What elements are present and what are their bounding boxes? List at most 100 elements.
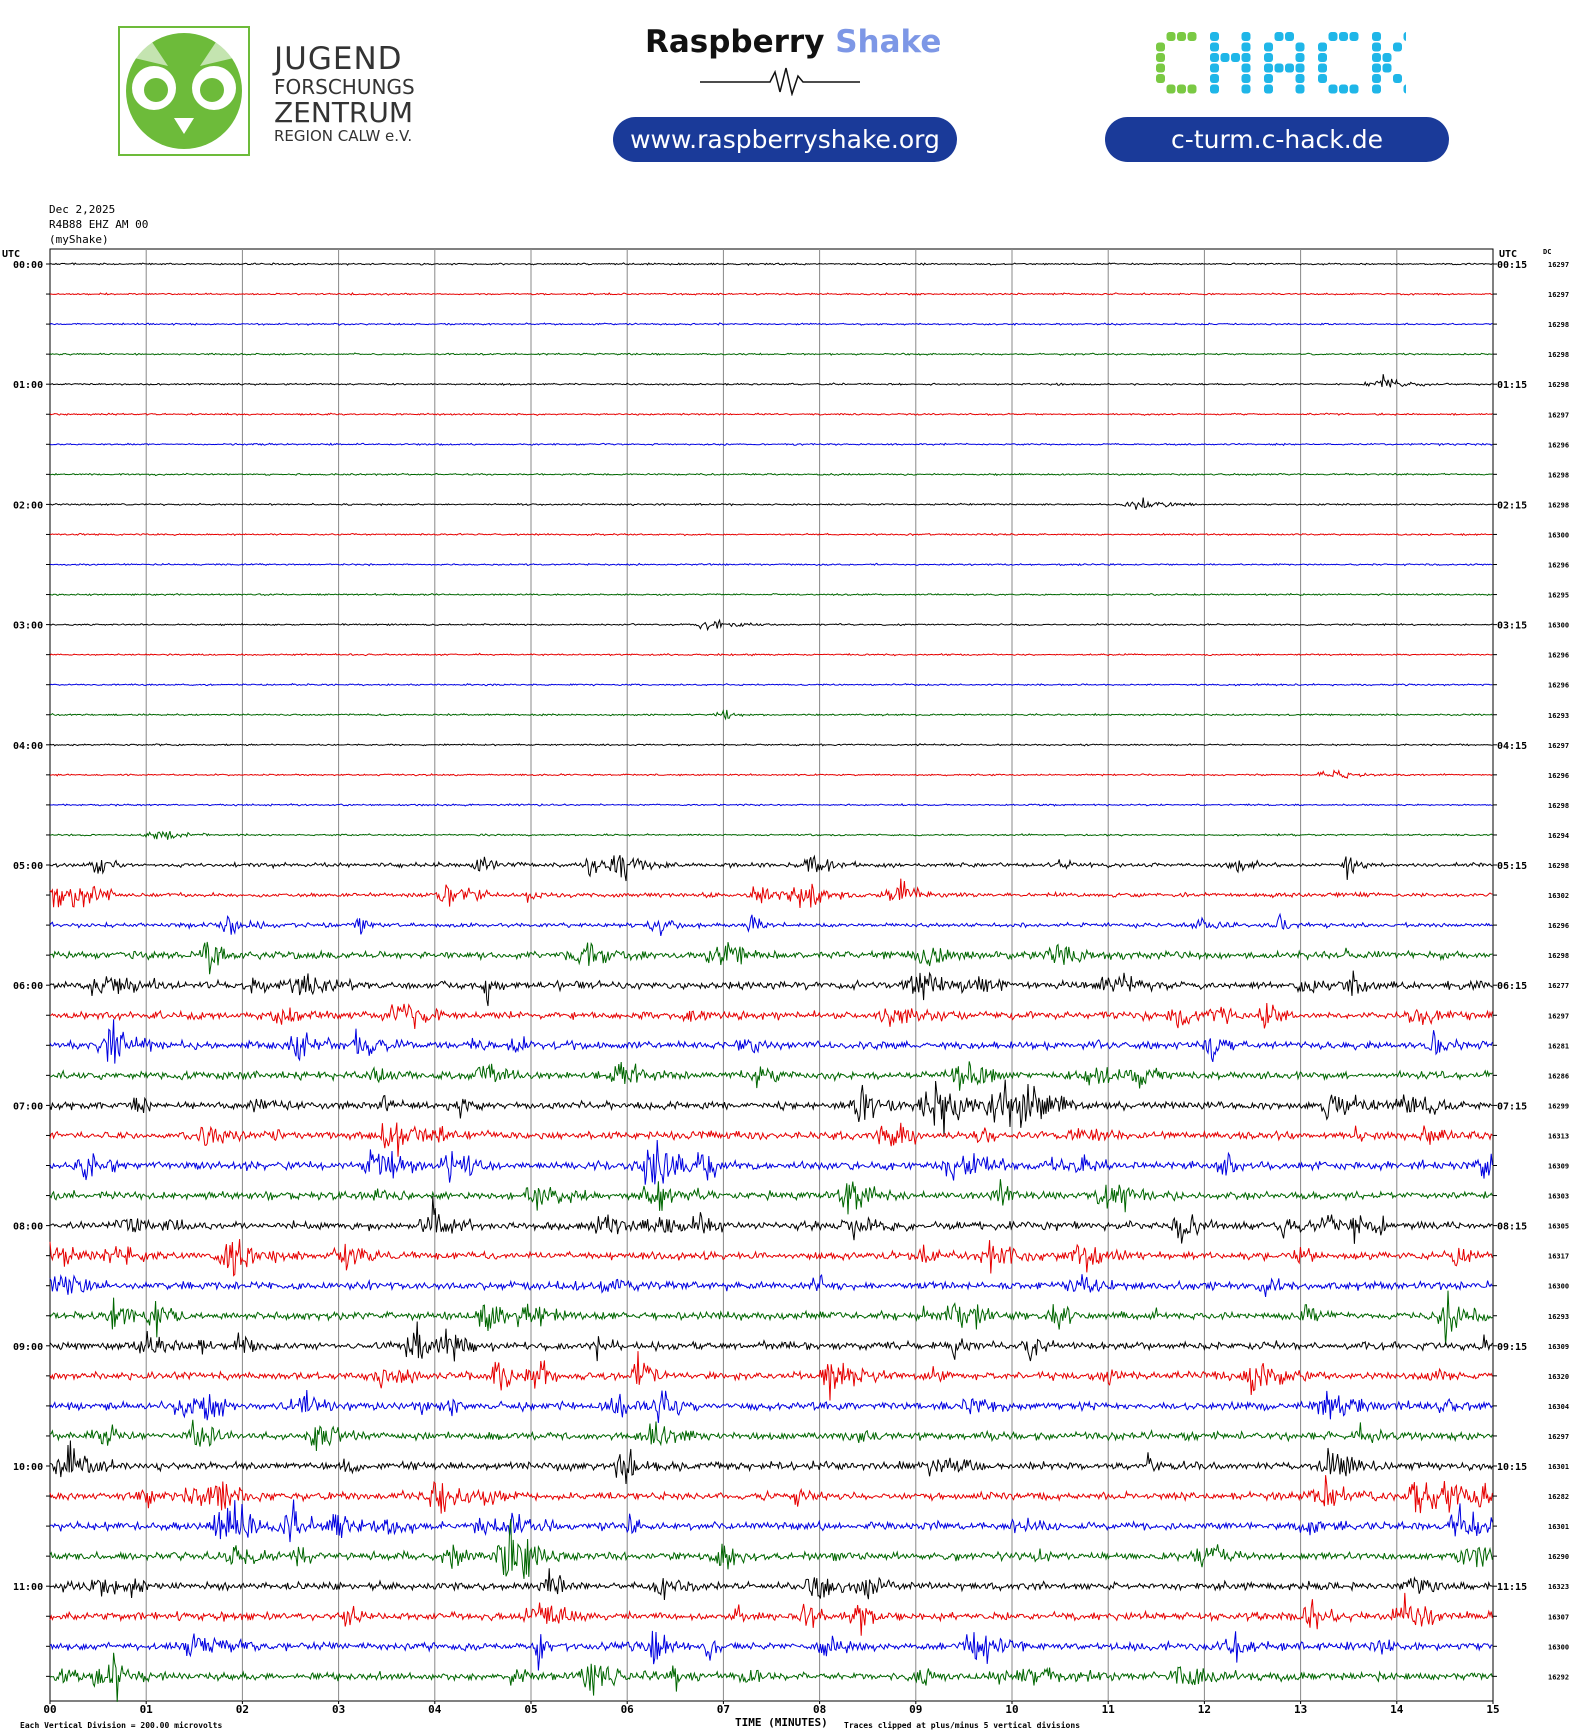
chack-logo-dot	[1166, 84, 1176, 94]
seismic-trace	[49, 1440, 1493, 1485]
left-axis-title: UTC	[2, 249, 20, 260]
x-tick-label: 06	[621, 1703, 635, 1716]
chack-logo-dot	[1177, 84, 1186, 94]
seismic-trace	[49, 412, 1493, 417]
chack-logo-dot	[1210, 63, 1219, 73]
chack-logo-dot	[1187, 32, 1197, 41]
chack-logo-dot	[1241, 63, 1251, 73]
dc-value: 16298	[1548, 802, 1569, 810]
seismic-trace	[49, 709, 1493, 721]
chack-logo-dot	[1264, 84, 1273, 94]
footer-scale-note: Each Vertical Division = 200.00 microvol…	[20, 1720, 222, 1730]
dc-value: 16298	[1548, 862, 1569, 870]
x-tick-label: 11	[1102, 1703, 1116, 1716]
seismic-trace	[49, 1321, 1493, 1362]
dc-value: 16292	[1548, 1673, 1569, 1681]
chack-logo-dot	[1349, 84, 1359, 94]
dc-value: 16307	[1548, 1613, 1569, 1621]
chack-logo-dot	[1210, 53, 1219, 62]
seismic-trace	[49, 1002, 1493, 1029]
seismic-trace	[49, 1389, 1493, 1423]
seismic-trace	[49, 854, 1493, 882]
seismic-trace	[49, 1652, 1493, 1702]
chack-logo-dot	[1339, 84, 1348, 94]
seismic-trace	[50, 769, 1493, 779]
jfz-line-3: ZENTRUM	[274, 96, 414, 129]
chack-logo-icon	[1156, 32, 1406, 94]
chack-logo-dot	[1241, 32, 1251, 41]
chack-logo-dot	[1328, 32, 1338, 41]
chack-logo-dot	[1382, 63, 1392, 73]
seismic-trace	[49, 1419, 1493, 1452]
dc-value: 16296	[1548, 441, 1569, 449]
chack-logo-dot	[1318, 74, 1327, 83]
x-tick-label: 10	[1005, 1703, 1018, 1716]
seismic-trace	[49, 1351, 1493, 1401]
seismic-trace	[49, 1290, 1493, 1346]
chack-logo-dot	[1372, 42, 1381, 52]
x-tick-label: 04	[428, 1703, 442, 1716]
seismic-trace	[49, 1630, 1493, 1671]
x-tick-label: 02	[236, 1703, 249, 1716]
left-hour-label: 10:00	[13, 1462, 43, 1473]
seismic-trace	[49, 652, 1493, 657]
chack-logo-dot	[1295, 53, 1305, 62]
dc-value: 16298	[1548, 471, 1569, 479]
dc-value: 16298	[1548, 952, 1569, 960]
chack-logo-dot	[1339, 32, 1348, 41]
chack-url-link[interactable]: c-turm.c-hack.de	[1105, 117, 1449, 162]
dc-value: 16313	[1548, 1132, 1569, 1140]
dc-value: 16297	[1548, 1012, 1569, 1020]
seismic-trace	[49, 1239, 1493, 1277]
seismic-trace	[49, 1592, 1493, 1636]
dc-value: 16294	[1548, 832, 1569, 840]
dc-title: DC	[1543, 248, 1551, 256]
x-tick-label: 05	[524, 1703, 537, 1716]
right-hour-label: 06:15	[1497, 981, 1527, 992]
right-hour-label: 04:15	[1497, 741, 1527, 752]
x-tick-label: 01	[140, 1703, 154, 1716]
chack-logo-dot	[1372, 84, 1381, 94]
dc-value: 16296	[1548, 652, 1569, 660]
chack-logo-dot	[1220, 53, 1230, 62]
x-tick-label: 07	[717, 1703, 730, 1716]
header: JUGEND FORSCHUNGS ZENTRUM REGION CALW e.…	[0, 0, 1570, 190]
chack-logo-dot	[1156, 63, 1165, 73]
seismic-trace	[49, 1019, 1493, 1064]
x-tick-label: 09	[909, 1703, 922, 1716]
seismic-trace	[49, 532, 1493, 537]
right-hour-label: 08:15	[1497, 1222, 1527, 1233]
dc-value: 16300	[1548, 531, 1569, 539]
right-hour-label: 02:15	[1497, 500, 1527, 511]
station-meta: Dec 2,2025 R4B88 EHZ AM 00 (myShake)	[49, 202, 148, 247]
chack-logo-dot	[1349, 32, 1359, 41]
dc-value: 16295	[1548, 592, 1569, 600]
seismic-trace	[49, 743, 1493, 747]
seismic-trace	[49, 352, 1493, 357]
chack-logo-dot	[1372, 53, 1381, 62]
seismic-trace	[49, 374, 1493, 388]
dc-value: 16298	[1548, 501, 1569, 509]
chack-logo-dot	[1210, 32, 1219, 41]
seismic-trace	[49, 262, 1493, 267]
chack-logo-dot	[1393, 74, 1402, 83]
plot-frame	[49, 248, 1494, 1702]
x-tick-label: 03	[332, 1703, 345, 1716]
chack-logo-dot	[1264, 74, 1273, 83]
seismic-trace	[49, 1475, 1493, 1514]
chack-logo-dot	[1166, 32, 1176, 41]
chack-logo-dot	[1264, 42, 1273, 52]
dc-value: 16290	[1548, 1553, 1569, 1561]
seismic-trace	[49, 912, 1493, 937]
dc-value: 16297	[1548, 1433, 1569, 1441]
dc-value: 16296	[1548, 922, 1569, 930]
rs-title-a: Raspberry	[645, 24, 825, 60]
chack-logo-dot	[1156, 74, 1165, 83]
seismic-trace	[49, 1179, 1493, 1215]
seismic-trace	[49, 970, 1493, 1007]
seismic-trace	[49, 878, 1493, 909]
raspberryshake-url-link[interactable]: www.raspberryshake.org	[613, 117, 957, 162]
dc-value: 16302	[1548, 892, 1569, 900]
right-hour-label: 09:15	[1497, 1342, 1527, 1353]
chack-logo-dot	[1318, 42, 1327, 52]
